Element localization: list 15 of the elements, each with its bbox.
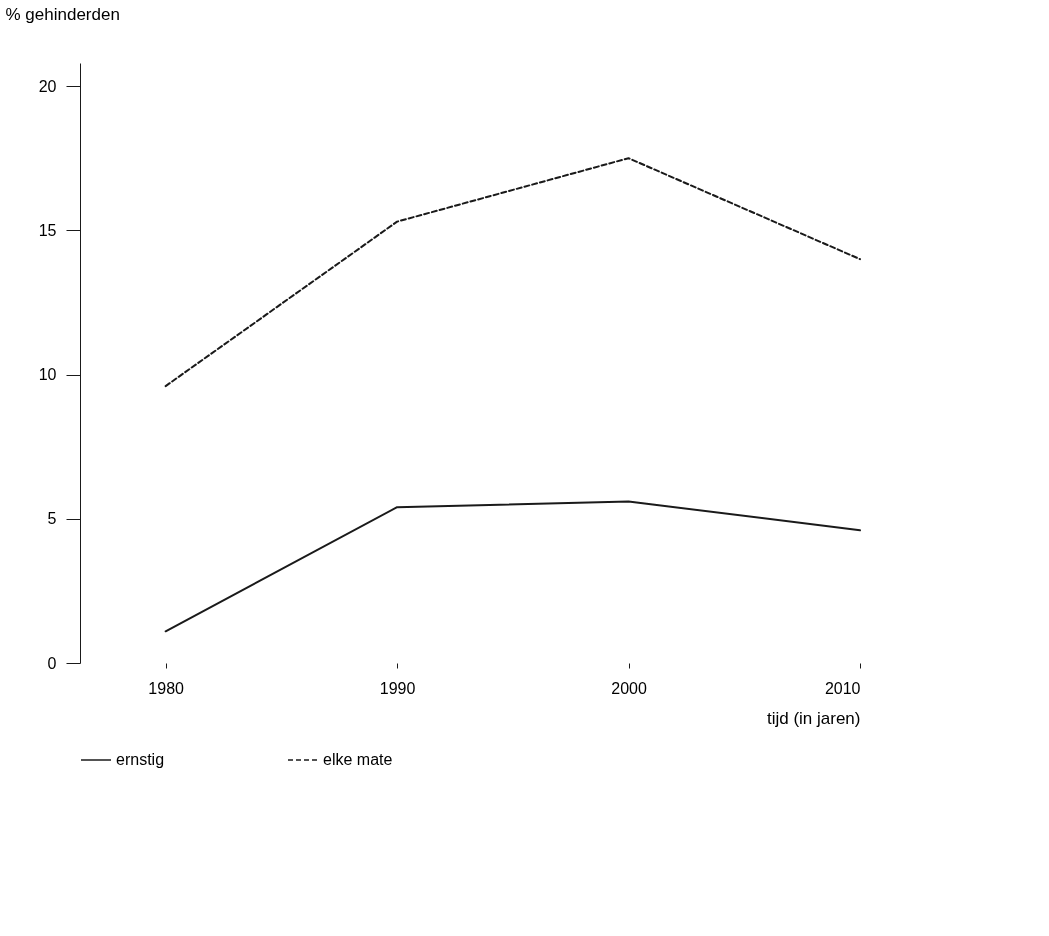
legend-label: elke mate: [323, 751, 393, 768]
line-series: [164, 157, 861, 388]
line-series: [164, 500, 861, 633]
y-axis-title: % gehinderden: [5, 4, 120, 24]
y-tick-label: 20: [38, 77, 57, 95]
y-tick-label: 15: [38, 221, 57, 239]
y-tick-label: 5: [47, 510, 57, 528]
x-tick-label: 2000: [611, 679, 647, 697]
x-tick-label: 1990: [379, 679, 416, 697]
x-axis-title: tijd (in jaren): [766, 708, 861, 728]
y-tick-label: 0: [47, 654, 57, 672]
y-tick-label: 10: [38, 366, 57, 384]
legend-label: ernstig: [116, 751, 165, 768]
x-tick-label: 1980: [148, 679, 185, 697]
x-tick-label: 2010: [824, 679, 861, 697]
